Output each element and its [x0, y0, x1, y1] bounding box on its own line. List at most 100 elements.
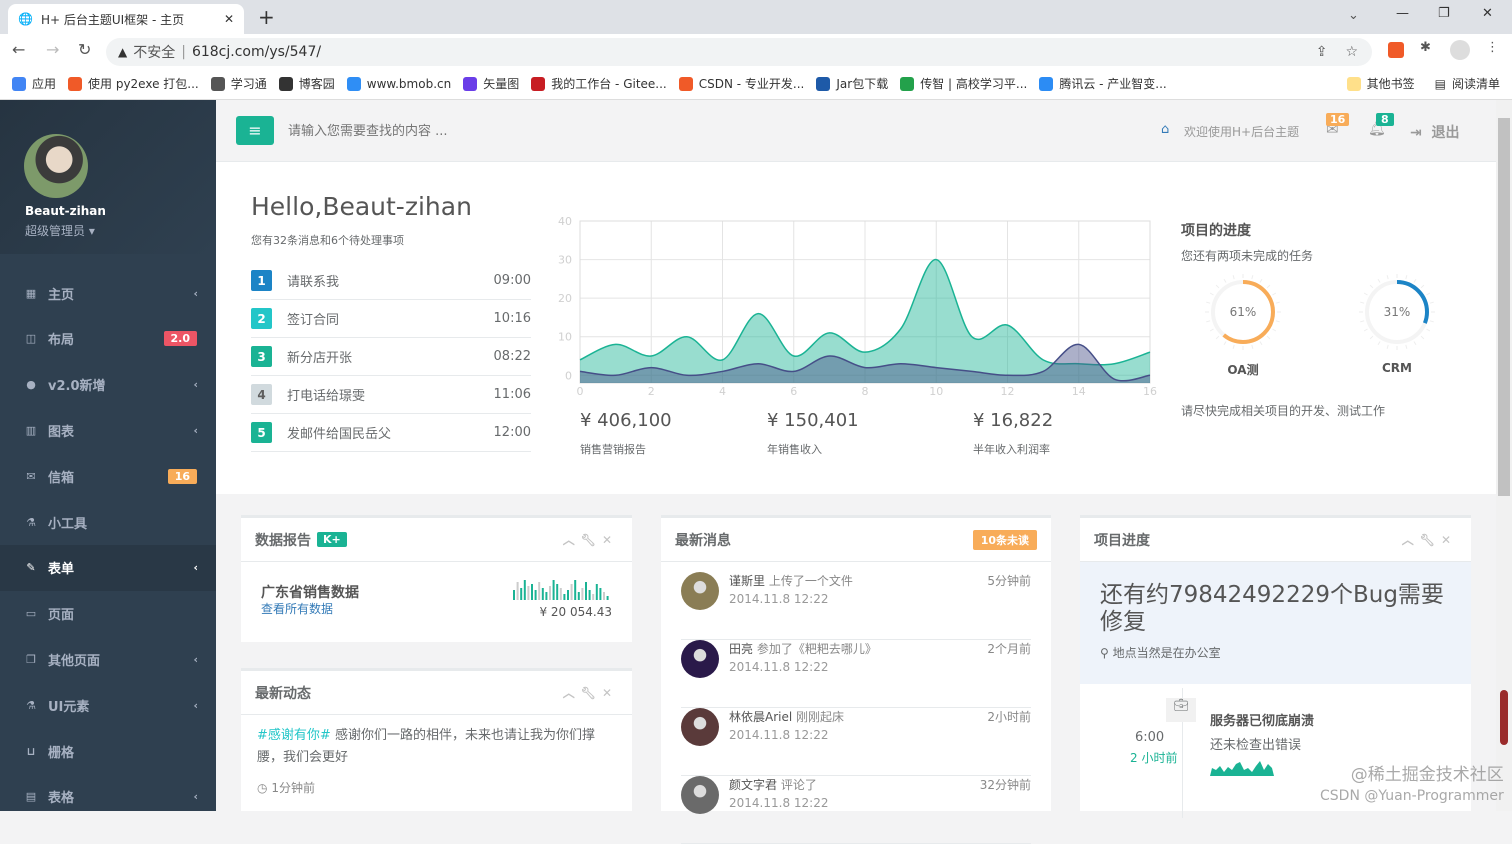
sidebar-item-4[interactable]: ✉ 信箱 16 [0, 453, 216, 499]
k-plus-badge: K+ [317, 532, 347, 547]
bookmark-item[interactable]: 学习通 [210, 75, 267, 92]
sparkline-bar [599, 588, 602, 600]
sidebar-item-label: v2.0新增 [48, 379, 106, 395]
sidebar-item-2[interactable]: ● v2.0新增 ‹ [0, 362, 216, 408]
close-icon[interactable]: ✕ [601, 533, 618, 547]
avatar[interactable] [681, 708, 719, 746]
url-input[interactable]: ▲ 不安全 | 618cj.com/ys/547/ ⇪ ☆ [106, 38, 1372, 66]
bookmark-icon [816, 76, 831, 91]
todo-item[interactable]: 3 新分店开张 08:22 [251, 338, 531, 376]
collapse-icon[interactable]: ︿ [1401, 533, 1420, 547]
y-tick-label: 0 [565, 369, 572, 382]
message-item[interactable]: 林依晨Ariel 刚刚起床 2014.11.8 12:22 2小时前 [681, 708, 1031, 776]
search-input[interactable] [288, 118, 688, 144]
avatar[interactable] [681, 572, 719, 610]
extension-csdn-icon[interactable] [1388, 42, 1404, 58]
sidebar-item-5[interactable]: ⚗ 小工具 [0, 499, 216, 545]
todo-item[interactable]: 4 打电话给璟雯 11:06 [251, 376, 531, 414]
bookmark-item[interactable]: 矢量图 [463, 75, 519, 92]
collapse-icon[interactable]: ︿ [562, 533, 581, 547]
sparkline-bar [595, 584, 598, 600]
sidebar-item-6[interactable]: ✎ 表单 ‹ [0, 544, 216, 591]
star-icon[interactable]: ☆ [1345, 44, 1358, 60]
browser-tab[interactable]: 🌐 H+ 后台主题UI框架 - 主页 ✕ [8, 4, 244, 34]
close-window-button[interactable]: ✕ [1482, 6, 1493, 21]
new-tab-button[interactable]: + [258, 5, 275, 29]
message-author[interactable]: 颜文字君 [729, 778, 778, 792]
sparkline-bar [527, 586, 530, 600]
todo-item[interactable]: 1 请联系我 09:00 [251, 262, 531, 300]
logout-button[interactable]: ⇥ 退出 [1410, 122, 1459, 142]
sidebar-item-10[interactable]: ⊔ 栅格 [0, 728, 216, 774]
message-author[interactable]: 谨斯里 [729, 574, 766, 588]
clock-icon: ◷ [257, 781, 268, 795]
avatar[interactable] [681, 640, 719, 678]
close-icon[interactable]: ✕ [1440, 533, 1457, 547]
minimize-button[interactable]: — [1396, 6, 1409, 21]
bookmark-item[interactable]: 传智 | 高校学习平... [900, 75, 1027, 92]
back-button[interactable]: ← [12, 40, 26, 59]
bell-count-badge: 8 [1376, 113, 1394, 126]
message-item[interactable]: 谨斯里 上传了一个文件 2014.11.8 12:22 5分钟前 [681, 572, 1031, 640]
sparkline-bar [574, 580, 577, 600]
x-tick-label: 16 [1143, 385, 1157, 398]
stat-label: 半年收入利润率 [973, 443, 1050, 456]
sidebar-item-1[interactable]: ◫ 布局 2.0 [0, 316, 216, 362]
sparkline-bar [567, 590, 569, 600]
view-all-link[interactable]: 查看所有数据 [261, 602, 334, 616]
bookmark-item[interactable]: 博客园 [278, 75, 335, 92]
sidebar-badge: 2.0 [163, 331, 197, 347]
bookmark-item[interactable]: Jar包下载 [816, 75, 888, 92]
browser-tab-bar: 🌐 H+ 后台主题UI框架 - 主页 ✕ + ⌄ — ❐ ✕ [0, 0, 1512, 34]
gauge-tick [1386, 344, 1389, 349]
user-role-dropdown[interactable]: 超级管理员 ▾ [25, 222, 95, 239]
bookmark-label: 使用 py2exe 打包... [88, 77, 199, 91]
share-icon[interactable]: ⇪ [1315, 44, 1328, 60]
sidebar-item-9[interactable]: ⚗ UI元素 ‹ [0, 682, 216, 728]
message-item[interactable]: 田亮 参加了《粑粑去哪儿》 2014.11.8 12:22 2个月前 [681, 640, 1031, 708]
bookmark-label: 传智 | 高校学习平... [920, 77, 1028, 91]
menu-toggle-button[interactable]: ≡ [236, 116, 274, 145]
avatar[interactable] [681, 776, 719, 814]
sidebar-item-11[interactable]: ▤ 表格 ‹ [0, 774, 216, 820]
message-author[interactable]: 林依晨Ariel [729, 710, 793, 724]
area-chart: 0 10 20 30 40 0 2 4 6 8 10 12 14 16 [558, 215, 1157, 398]
gauge-tick [1420, 335, 1425, 340]
restore-button[interactable]: ❐ [1438, 6, 1450, 21]
page-scrollbar[interactable] [1496, 100, 1512, 811]
sidebar-item-0[interactable]: ▦ 主页 ‹ [0, 270, 216, 316]
close-icon[interactable]: ✕ [601, 686, 618, 700]
forward-button[interactable]: → [46, 40, 60, 59]
extensions-icon[interactable]: ✱ [1420, 40, 1431, 55]
reading-list[interactable]: ▤ 阅读清单 [1435, 75, 1500, 92]
tab-search-icon[interactable]: ⌄ [1348, 8, 1359, 23]
bookmark-icon [278, 76, 293, 91]
bookmark-item[interactable]: 我的工作台 - Gitee... [531, 75, 667, 92]
avatar[interactable] [24, 134, 88, 198]
bookmark-item[interactable]: www.bmob.cn [346, 76, 451, 91]
stat-item: ¥ 150,401 年销售收入 [767, 410, 859, 457]
todo-item[interactable]: 5 发邮件给国民岳父 12:00 [251, 414, 531, 452]
wrench-icon[interactable]: 🔧︎ [1419, 533, 1441, 547]
wrench-icon[interactable]: 🔧︎ [580, 686, 602, 700]
reload-button[interactable]: ↻ [78, 40, 92, 59]
sidebar-item-3[interactable]: ▥ 图表 ‹ [0, 407, 216, 453]
todo-item[interactable]: 2 签订合同 10:16 [251, 300, 531, 338]
bookmark-item[interactable]: CSDN - 专业开发... [678, 75, 804, 92]
profile-icon[interactable] [1450, 40, 1470, 60]
message-author[interactable]: 田亮 [729, 642, 754, 656]
greeting: Hello,Beaut-zihan [251, 192, 472, 221]
sidebar-item-8[interactable]: ❐ 其他页面 ‹ [0, 636, 216, 682]
other-bookmarks[interactable]: 其他书签 [1346, 75, 1415, 92]
wrench-icon[interactable]: 🔧︎ [580, 533, 602, 547]
bookmark-item[interactable]: 应用 [12, 75, 56, 92]
scrollbar-thumb[interactable] [1498, 118, 1510, 496]
message-item[interactable]: 颜文字君 评论了 2014.11.8 12:22 32分钟前 [681, 776, 1031, 844]
sidebar-item-7[interactable]: ▭ 页面 [0, 591, 216, 637]
hashtag-link[interactable]: #感谢有你# [257, 728, 331, 743]
menu-icon[interactable]: ⋮ [1486, 40, 1499, 55]
bookmark-item[interactable]: 腾讯云 - 产业智变... [1039, 75, 1167, 92]
bookmark-item[interactable]: 使用 py2exe 打包... [68, 75, 199, 92]
collapse-icon[interactable]: ︿ [562, 686, 581, 700]
close-tab-icon[interactable]: ✕ [223, 12, 234, 26]
